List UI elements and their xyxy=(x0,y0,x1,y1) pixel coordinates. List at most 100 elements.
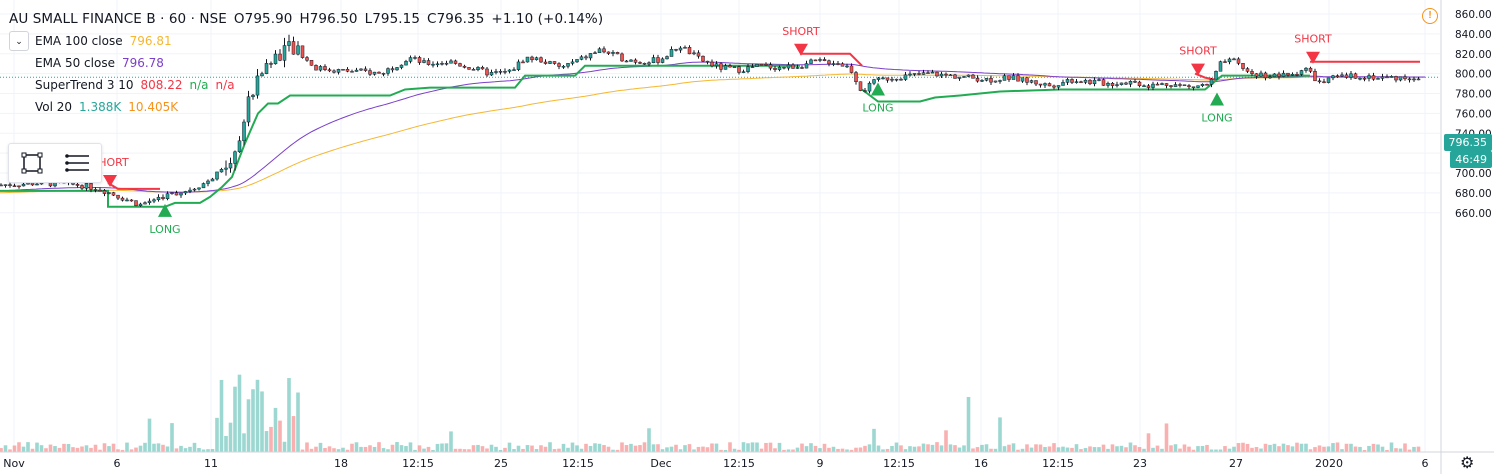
settings-gear-icon[interactable]: ⚙ xyxy=(1460,455,1475,472)
volume-bar xyxy=(534,449,539,452)
volume-bar xyxy=(413,449,417,452)
volume-bar xyxy=(1115,446,1119,452)
symbol-title[interactable]: AU SMALL FINANCE B · 60 · NSE xyxy=(9,11,227,27)
ema50-value: 796.78 xyxy=(121,56,164,70)
volume-bar xyxy=(224,435,228,452)
alert-icon[interactable]: ! xyxy=(1422,8,1438,24)
volume-bar xyxy=(633,445,638,452)
volume-bar xyxy=(44,448,48,452)
volume-bar xyxy=(1380,446,1385,452)
indicator-volume[interactable]: Vol 20 1.388K 10.405K xyxy=(9,96,610,118)
volume-bar xyxy=(174,448,179,452)
volume-bar xyxy=(282,441,287,452)
candle-body xyxy=(728,65,732,68)
candle-body xyxy=(651,57,656,63)
volume-bar xyxy=(377,442,381,452)
indicator-supertrend[interactable]: SuperTrend 3 10 808.22 n/a n/a xyxy=(9,74,610,96)
candle-body xyxy=(1394,76,1398,81)
volume-bar xyxy=(764,442,768,452)
candle-body xyxy=(359,68,363,71)
volume-bar xyxy=(390,444,395,452)
volume-bar xyxy=(1416,446,1421,452)
candle-body xyxy=(179,192,183,196)
time-axis-label: 6 xyxy=(1422,457,1429,470)
volume-bar xyxy=(1268,444,1272,452)
candle-body xyxy=(80,185,84,189)
candle-body xyxy=(1308,67,1313,72)
signal-label-short: SHORT xyxy=(1294,33,1332,46)
volume-bar xyxy=(1092,447,1097,452)
candle-body xyxy=(1097,79,1101,81)
volume-bar xyxy=(350,443,354,452)
volume-bar xyxy=(219,379,224,452)
volume-bar xyxy=(795,447,800,452)
candle-body xyxy=(543,61,548,64)
volume-bar xyxy=(1259,448,1263,452)
volume-bar xyxy=(588,445,593,452)
candle-body xyxy=(1263,72,1268,79)
volume-bar xyxy=(386,449,390,452)
volume-bar xyxy=(813,445,818,452)
candle-body xyxy=(692,52,696,55)
volume-bar xyxy=(1353,446,1358,452)
volume-bar xyxy=(1250,447,1254,452)
lines-tool-button[interactable] xyxy=(63,148,93,178)
volume-bar xyxy=(1119,445,1124,452)
candle-body xyxy=(908,73,912,76)
candle-body xyxy=(1331,75,1335,79)
volume-bar xyxy=(665,447,669,452)
volume-bar xyxy=(1407,449,1412,452)
candle-body xyxy=(566,63,570,67)
volume-bar xyxy=(269,426,273,452)
volume-bar xyxy=(620,442,624,452)
volume-bar xyxy=(228,422,233,452)
candle-body xyxy=(1119,82,1124,85)
time-axis-label: 23 xyxy=(1133,457,1147,470)
signal-label-short: SHORT xyxy=(1179,45,1217,58)
volume-bar xyxy=(984,444,989,452)
chart-legend: AU SMALL FINANCE B · 60 · NSE O795.90 H7… xyxy=(9,8,610,118)
volume-bar xyxy=(1326,446,1331,452)
volume-bar xyxy=(1074,444,1079,452)
signal-arrow-up xyxy=(871,82,885,96)
volume-bar xyxy=(1290,446,1295,452)
volume-bar xyxy=(341,447,345,452)
volume-bar xyxy=(1299,443,1304,452)
ohlc-open: O795.90 xyxy=(233,11,293,27)
volume-bar xyxy=(1083,448,1088,452)
volume-bar xyxy=(971,448,975,452)
volume-bar xyxy=(507,442,512,452)
candle-body xyxy=(1304,67,1308,71)
candle-body xyxy=(512,69,516,71)
candle-body xyxy=(480,67,485,70)
candle-body xyxy=(984,78,989,81)
volume-bar xyxy=(120,449,125,452)
volume-bar xyxy=(1002,446,1007,452)
candle-body xyxy=(75,184,80,186)
supertrend-extra2: n/a xyxy=(215,78,235,92)
candle-body xyxy=(971,74,975,79)
candle-body xyxy=(1232,58,1236,61)
candle-body xyxy=(773,67,777,70)
candle-body xyxy=(926,72,930,74)
candle-body xyxy=(723,65,728,70)
volume-bar xyxy=(732,448,737,452)
volume-bar xyxy=(660,449,665,452)
candle-body xyxy=(741,71,746,73)
lines-tool-icon xyxy=(65,154,89,172)
volume-bar xyxy=(458,448,462,452)
indicator-ema100[interactable]: EMA 100 close 796.81 xyxy=(9,30,610,52)
rectangle-tool-button[interactable] xyxy=(17,148,47,178)
rectangle-tool-icon xyxy=(21,152,43,174)
time-axis-label: 16 xyxy=(974,457,988,470)
candle-body xyxy=(795,67,800,69)
candle-body xyxy=(1038,83,1043,86)
candle-body xyxy=(606,51,611,54)
volume-bar xyxy=(300,449,305,452)
candle-body xyxy=(831,63,836,65)
volume-bar xyxy=(1034,444,1038,452)
indicator-ema50[interactable]: EMA 50 close 796.78 xyxy=(9,52,610,74)
collapse-legend-button[interactable]: ⌄ xyxy=(9,31,29,51)
candle-body xyxy=(1358,77,1362,80)
